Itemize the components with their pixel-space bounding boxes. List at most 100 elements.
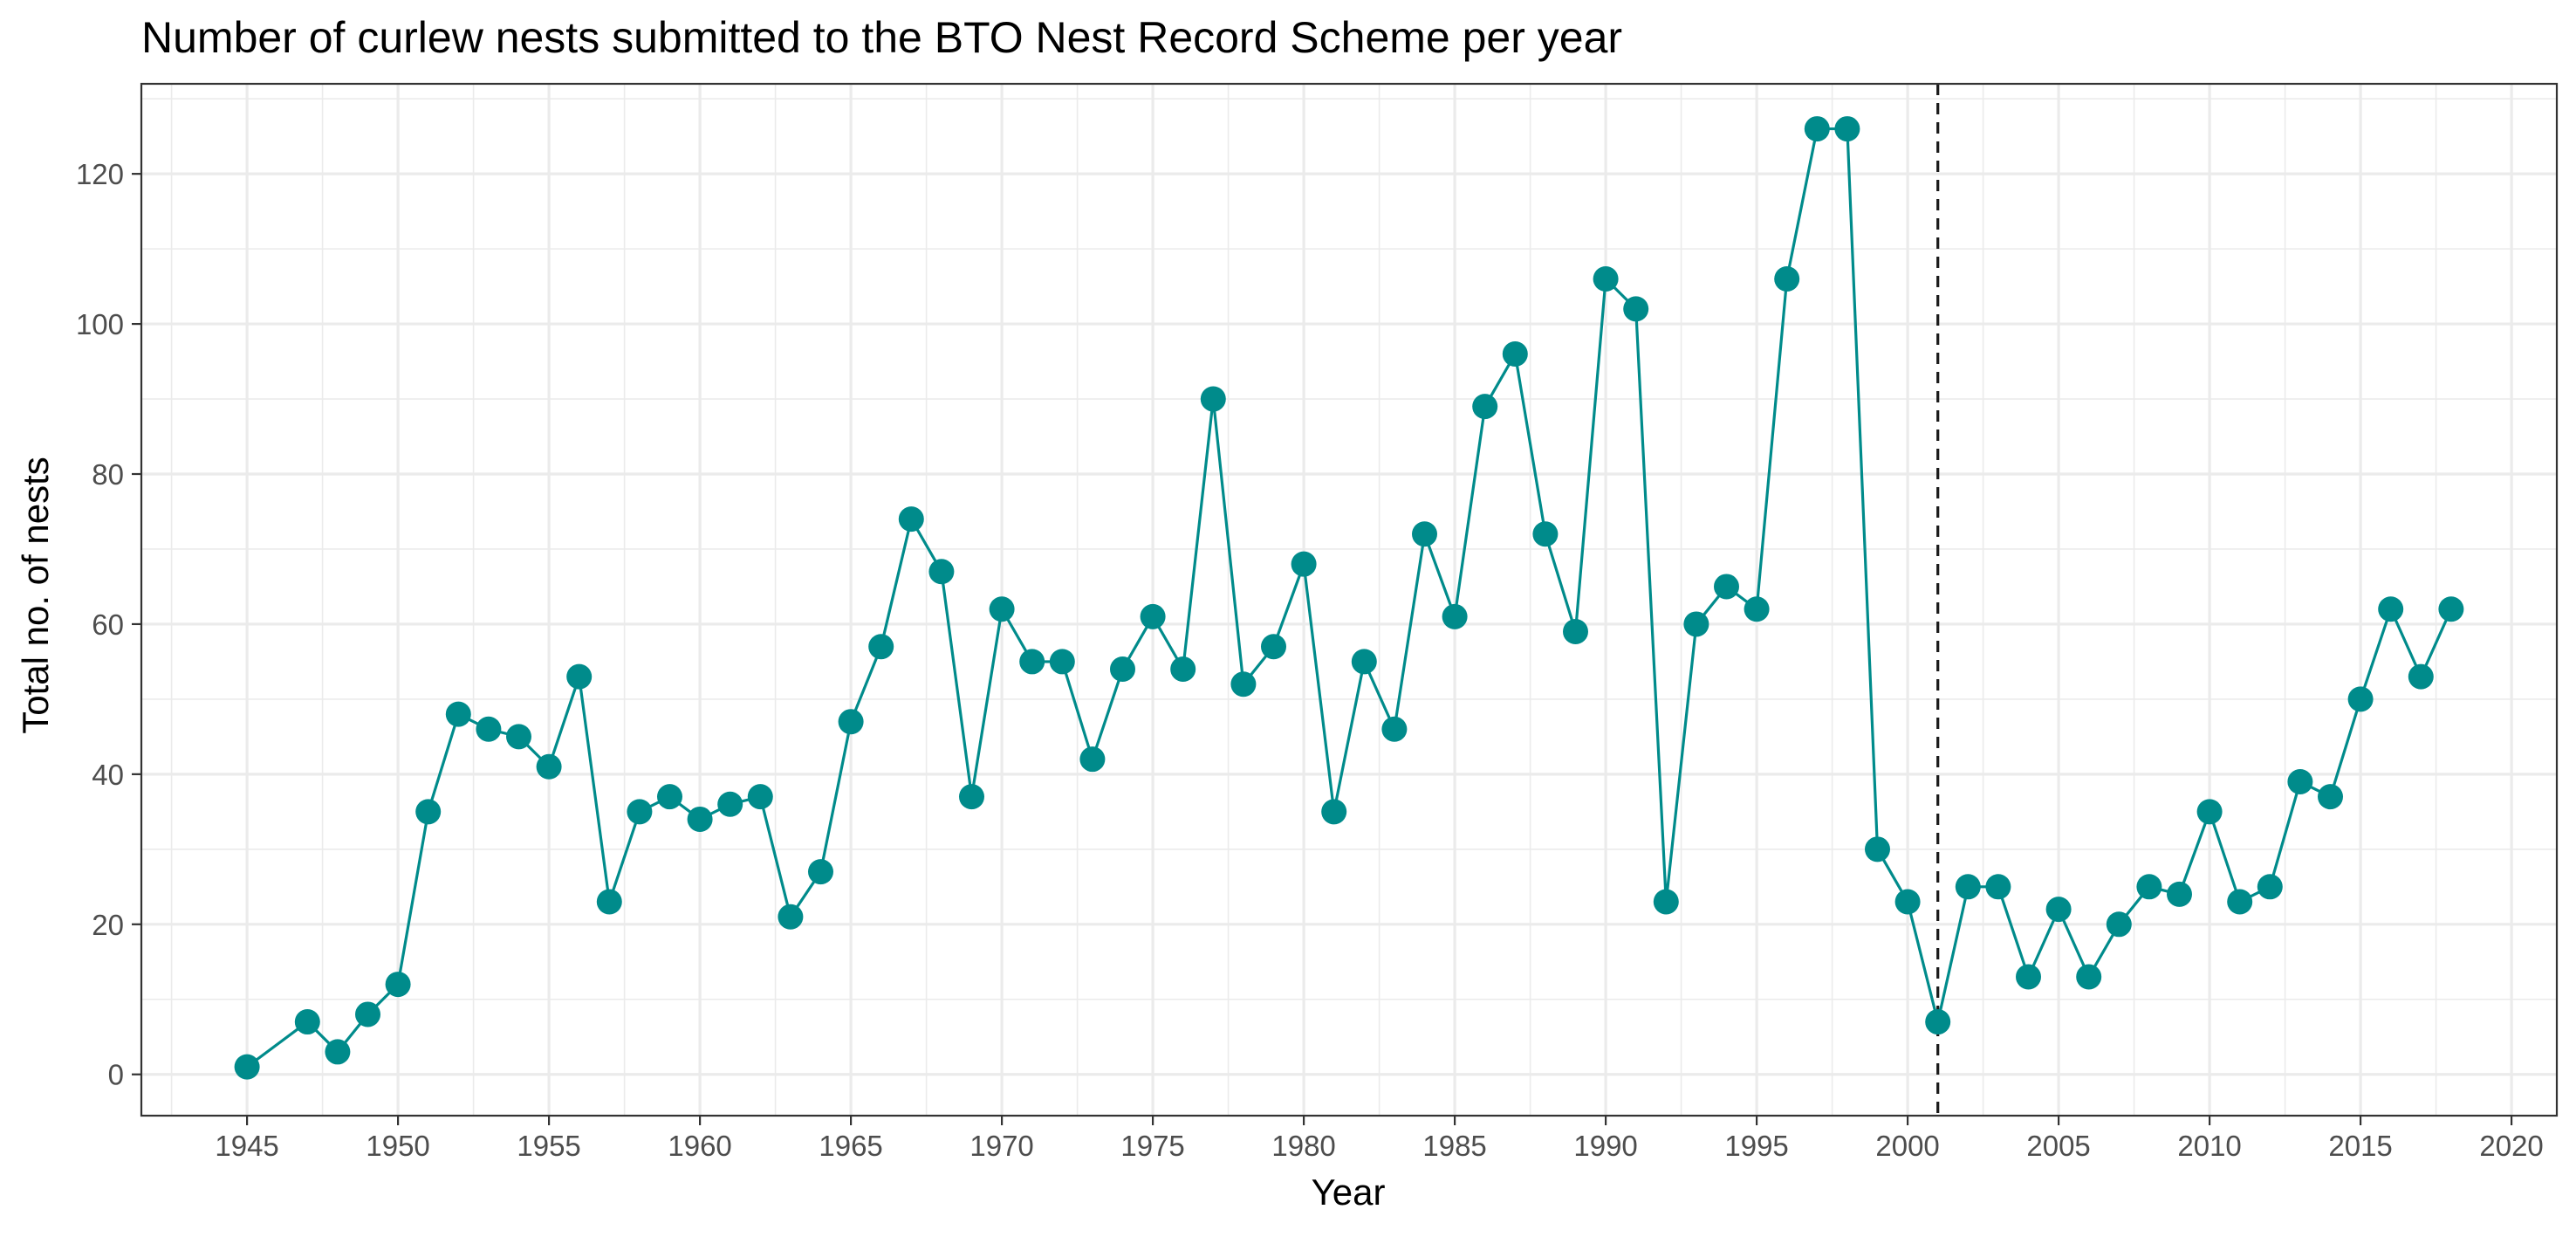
data-point: [2076, 964, 2102, 990]
data-point: [1563, 619, 1588, 645]
x-axis-label: Year: [1312, 1172, 1386, 1213]
data-point: [1049, 649, 1075, 675]
data-point: [1593, 266, 1619, 292]
data-point: [536, 753, 562, 780]
data-point: [2347, 686, 2374, 712]
data-point: [2196, 799, 2223, 825]
data-point: [2227, 889, 2253, 915]
x-tick-label: 1985: [1422, 1130, 1486, 1162]
data-point: [2136, 874, 2162, 900]
data-point: [1744, 596, 1770, 622]
data-point: [868, 634, 894, 660]
data-point: [2106, 911, 2132, 938]
data-point: [476, 716, 502, 742]
data-point: [1442, 603, 1468, 629]
y-tick-label: 40: [92, 759, 124, 791]
data-point: [1351, 649, 1377, 675]
x-tick-label: 2000: [1875, 1130, 1939, 1162]
data-point: [1502, 340, 1528, 367]
data-point: [717, 791, 743, 817]
y-tick-label: 0: [108, 1059, 124, 1091]
data-point: [294, 1009, 320, 1035]
data-point: [959, 784, 984, 810]
x-tick-label: 1980: [1271, 1130, 1335, 1162]
data-point: [657, 784, 682, 810]
data-point: [1472, 394, 1498, 420]
x-tick-label: 2010: [2177, 1130, 2241, 1162]
data-point: [1653, 889, 1679, 915]
data-point: [1170, 656, 1196, 683]
data-point: [385, 972, 411, 998]
y-tick-label: 20: [92, 909, 124, 941]
data-point: [1804, 116, 1830, 142]
x-tick-label: 1995: [1724, 1130, 1788, 1162]
data-point: [1261, 634, 1286, 660]
data-point: [2257, 874, 2283, 900]
data-point: [506, 724, 531, 750]
plot-panel: [141, 84, 2557, 1116]
data-point: [566, 663, 593, 690]
series-layer: [234, 116, 2464, 1080]
data-point: [1381, 716, 1408, 742]
data-point: [2408, 663, 2434, 690]
data-point: [2318, 784, 2343, 810]
data-point: [1110, 656, 1135, 683]
data-point: [1834, 116, 1860, 142]
data-point: [1140, 603, 1166, 629]
x-tick-label: 1960: [668, 1130, 731, 1162]
data-point: [1683, 611, 1709, 637]
data-point: [989, 596, 1015, 622]
panel-border: [140, 82, 2559, 1117]
data-point: [1955, 874, 1981, 900]
x-tick-label: 1990: [1573, 1130, 1637, 1162]
x-tick-label: 2005: [2026, 1130, 2090, 1162]
data-point: [778, 904, 804, 930]
data-point: [596, 889, 622, 915]
data-point: [1079, 746, 1106, 773]
x-tick-label: 1970: [969, 1130, 1033, 1162]
data-point: [747, 784, 773, 810]
x-tick-label: 2015: [2328, 1130, 2392, 1162]
data-point: [2378, 596, 2404, 622]
data-point: [928, 559, 955, 585]
data-point: [1230, 671, 1257, 698]
data-point: [1714, 574, 1739, 600]
data-point: [1774, 266, 1800, 292]
data-point: [2045, 897, 2072, 923]
data-point: [1412, 521, 1437, 547]
y-tick-label: 100: [76, 308, 124, 340]
data-point: [2438, 596, 2464, 622]
data-point: [325, 1039, 351, 1065]
grid: [141, 84, 2557, 1116]
data-point: [234, 1054, 260, 1080]
data-point: [808, 859, 833, 885]
y-tick-label: 60: [92, 608, 124, 641]
y-axis-label: Total no. of nests: [15, 457, 56, 734]
data-point: [1321, 799, 1347, 825]
data-point: [415, 799, 442, 825]
data-point: [2287, 768, 2313, 794]
data-point: [1925, 1009, 1951, 1035]
x-tick-label: 1950: [366, 1130, 429, 1162]
x-tick-label: 1955: [517, 1130, 580, 1162]
data-point: [1200, 386, 1226, 412]
data-point: [2167, 881, 2192, 907]
data-point: [1865, 836, 1890, 862]
x-tick-label: 1965: [819, 1130, 882, 1162]
data-point: [898, 506, 924, 533]
data-point: [2016, 964, 2041, 990]
data-point: [1291, 551, 1317, 577]
data-point: [687, 806, 713, 832]
data-point: [355, 1001, 380, 1027]
data-point: [1985, 874, 2011, 900]
data-point: [838, 709, 864, 735]
data-point: [1623, 296, 1649, 322]
data-point: [627, 799, 653, 825]
x-tick-label: 1945: [215, 1130, 278, 1162]
data-point: [1019, 649, 1045, 675]
data-point: [445, 701, 471, 727]
y-tick-label: 80: [92, 458, 124, 491]
x-tick-label: 2020: [2479, 1130, 2543, 1162]
